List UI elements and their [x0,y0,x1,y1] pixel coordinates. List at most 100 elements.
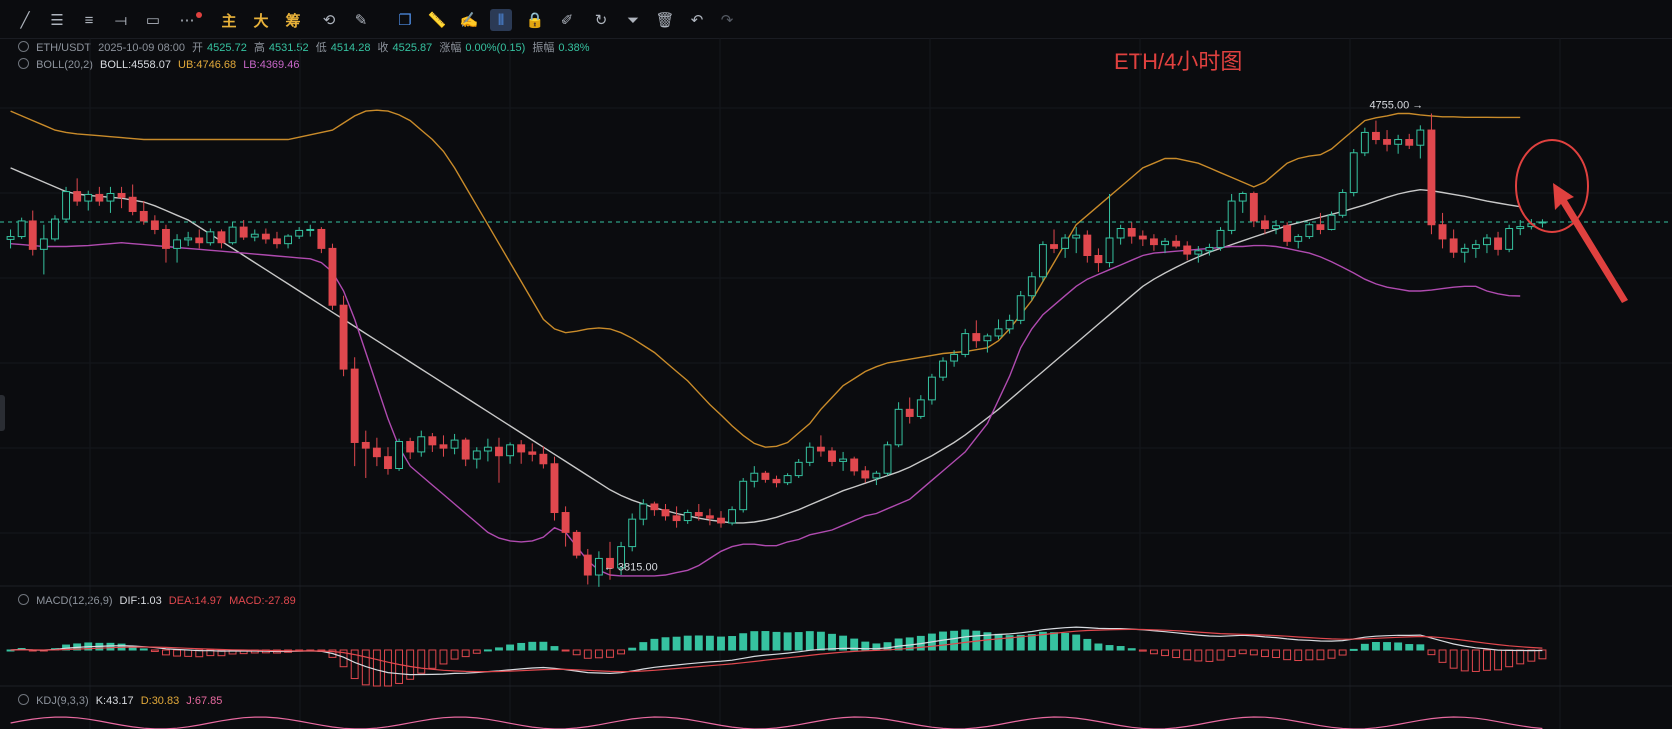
candles-icon[interactable]: ⫴ [490,9,512,31]
candle-body [1172,240,1181,247]
side-panel-handle[interactable] [0,395,5,431]
main-chart-button[interactable]: 主 [221,12,237,30]
candle-body [1238,192,1247,202]
kdj-j-line [10,716,1543,729]
filter-icon[interactable]: ⏷ [626,11,639,29]
macd-histogram-bar [1094,643,1103,651]
candle-body [961,333,970,355]
delete-icon[interactable]: 🗑 [655,12,675,29]
magnet-icon[interactable]: ↻ [594,12,608,29]
candle-body [828,450,836,462]
undo-icon[interactable]: ↶ [690,12,704,29]
macd-histogram-bar [816,631,825,651]
macd-histogram-bar [1260,649,1269,658]
macd-histogram-bar [6,649,15,652]
macd-histogram-bar [1338,649,1347,656]
macd-histogram-bar [1127,648,1136,651]
candle-body [1272,225,1280,230]
copy-icon[interactable]: ❐ [398,12,412,29]
macd-histogram-bar [117,643,126,651]
macd-histogram-bar [1016,634,1025,651]
macd-histogram-bar [861,641,870,651]
macd-histogram-bar [1161,649,1169,657]
toggle-icon[interactable] [18,694,29,705]
macd-histogram-bar [239,649,248,655]
horizontal-ray-icon[interactable]: ⟞ [114,11,128,29]
candle-body [439,444,448,449]
candle-body [861,470,870,479]
candle-body [250,233,259,238]
candle-body [261,233,270,240]
candle-body [1194,250,1203,255]
candle-body [17,220,26,238]
candle-body [206,231,215,244]
pen-off-icon[interactable]: ✎ [354,12,368,29]
macd-histogram-bar [1116,646,1125,651]
candle-body [661,509,670,517]
candle-body [805,446,814,463]
candle-body [606,557,614,569]
macd-dif-value: DIF:1.03 [119,595,162,607]
macd-histogram-bar [905,637,914,651]
macd-histogram-bar [1105,645,1114,651]
rectangle-tool-icon[interactable]: ▭ [145,12,161,29]
candle-body [1227,200,1236,231]
lock-icon[interactable]: 🔒 [525,12,545,29]
candle-body [51,218,59,240]
macd-histogram-bar [284,649,293,653]
kdj-name[interactable]: KDJ(9,3,3) [36,695,89,707]
drawing-toolbar: ╱ ☰ ≡ ⟞ ▭ ⋯ 主大筹 ⟲ ✎ ❐ 📏 ✍ ⫴ 🔒 ✐ ↻ ⏷ 🗑 ↶ ↷ [0,0,1672,39]
candle-body [1027,276,1036,297]
boll-middle-line [10,167,1521,524]
candle-body [927,376,936,401]
candle-body [561,512,570,533]
macd-histogram-bar [1205,649,1214,662]
toggle-icon[interactable] [18,594,29,605]
redo-icon[interactable]: ↷ [720,12,734,29]
macd-histogram-bar [1238,649,1247,655]
candle-body [1527,223,1536,228]
macd-histogram-bar [250,649,259,654]
macd-dea-line [10,628,1543,673]
large-button[interactable]: 大 [253,12,269,30]
candle-body [1094,255,1103,264]
ruler-icon[interactable]: 📏 [427,12,447,29]
multi-line-tool-icon[interactable]: ☰ [50,12,64,29]
candle-body [739,480,748,511]
macd-histogram-bar [273,649,281,654]
candle-body [683,512,692,522]
macd-legend: MACD(12,26,9) DIF:1.03 DEA:14.97 MACD:-2… [18,594,300,607]
toggle-icon[interactable] [18,58,29,69]
rotate-check-icon[interactable]: ⟲ [322,12,336,29]
candle-body [839,458,848,462]
more-tools-icon[interactable]: ⋯ [179,12,195,29]
horizontal-lines-icon[interactable]: ≡ [84,11,94,29]
boll-mid-value: BOLL:4558.07 [100,59,171,71]
macd-histogram-bar [217,649,226,657]
candle-body [1105,237,1114,264]
macd-histogram-bar [550,646,559,651]
candle-body [850,458,859,472]
candle-body [994,328,1003,337]
edit-note-icon[interactable]: ✐ [560,12,574,29]
macd-histogram-bar [461,649,470,658]
chips-button[interactable]: 筹 [285,12,301,30]
candle-body [639,503,648,520]
macd-histogram-bar [1538,649,1547,660]
toggle-icon[interactable] [18,41,29,52]
macd-name[interactable]: MACD(12,26,9) [36,595,113,607]
candle-body [594,557,603,576]
macd-histogram-bar [1438,649,1447,663]
candle-body [883,444,892,474]
candle-body [361,441,370,449]
macd-histogram-bar [794,632,803,651]
line-tool-icon[interactable]: ╱ [20,12,30,29]
macd-histogram-bar [1449,649,1458,669]
candle-body [783,475,792,484]
macd-histogram-bar [739,633,748,651]
draw-icon[interactable]: ✍ [459,12,479,29]
boll-name[interactable]: BOLL(20,2) [36,59,93,71]
candle-body [1338,192,1347,216]
macd-histogram-bar [517,642,526,651]
